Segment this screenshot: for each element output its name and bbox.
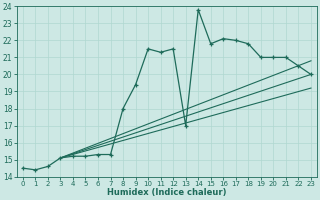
X-axis label: Humidex (Indice chaleur): Humidex (Indice chaleur)	[107, 188, 227, 197]
